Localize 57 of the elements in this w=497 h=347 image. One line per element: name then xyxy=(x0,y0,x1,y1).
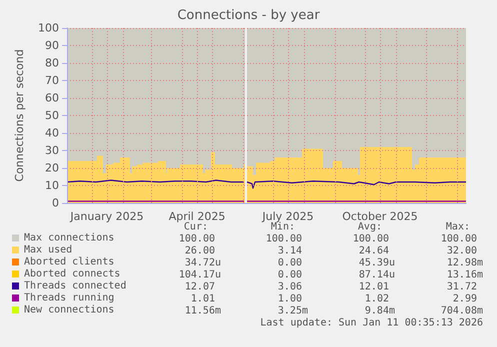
y-tick-label: 90 xyxy=(45,39,59,52)
text: 704.08m xyxy=(440,306,483,316)
text: 0.00 xyxy=(278,270,302,280)
text: Avg: xyxy=(358,222,382,232)
legend-label: Threads connected xyxy=(24,280,126,292)
text: 1.02 xyxy=(364,294,389,304)
text: 31.72 xyxy=(446,282,477,292)
y-tick-label: 30 xyxy=(45,144,59,157)
text: 12.98m xyxy=(446,258,483,268)
legend-label: Max connections xyxy=(24,232,114,244)
y-tick-label: 0 xyxy=(52,196,59,210)
legend-label: Max used xyxy=(24,244,72,256)
legend-label: Aborted connects xyxy=(24,268,120,280)
text: 87.14u xyxy=(358,270,395,280)
y-tick-label: 70 xyxy=(45,74,59,87)
x-tick-label: July 2025 xyxy=(261,210,314,223)
y-tick-label: 50 xyxy=(45,109,59,122)
text: 12.07 xyxy=(184,282,215,292)
text: 100.00 xyxy=(266,234,302,244)
text: Max: xyxy=(446,222,470,232)
text: 12.01 xyxy=(358,282,389,292)
y-tick-label: 40 xyxy=(45,126,59,140)
text: 3.06 xyxy=(278,282,302,292)
text: 1.00 xyxy=(278,294,302,304)
y-tick-label: 80 xyxy=(45,56,59,70)
x-tick-label: October 2025 xyxy=(342,210,418,223)
text: 3.25m xyxy=(278,306,308,316)
x-tick-label: April 2025 xyxy=(168,210,226,223)
text: 2.99 xyxy=(452,294,477,304)
text: 100.00 xyxy=(178,234,215,244)
text: 104.17u xyxy=(178,270,221,280)
text: 3.14 xyxy=(278,246,302,256)
legend-label: Threads running xyxy=(24,292,114,304)
x-tick-label: January 2025 xyxy=(69,210,144,223)
text: 9.84m xyxy=(364,306,395,316)
y-tick-label: 60 xyxy=(45,92,59,104)
text: 24.64 xyxy=(358,246,389,256)
text: 11.56m xyxy=(184,306,221,316)
text: 32.00 xyxy=(446,246,477,256)
text: Last update: Sun Jan 11 00:35:13 2026 xyxy=(260,318,483,328)
text: 45.39u xyxy=(358,258,395,268)
text: Cur: xyxy=(184,222,208,232)
text: 100.00 xyxy=(440,234,477,244)
text: 26.00 xyxy=(184,246,215,256)
legend-label: New connections xyxy=(24,304,114,316)
text: 1.01 xyxy=(190,294,215,304)
y-tick-label: 20 xyxy=(45,162,59,174)
y-tick-label: 100 xyxy=(38,22,59,34)
text: Min: xyxy=(270,222,295,232)
text: 0.00 xyxy=(278,258,302,268)
y-tick-label: 10 xyxy=(45,179,59,192)
text: 100.00 xyxy=(352,234,389,244)
legend-label: Aborted clients xyxy=(24,256,114,268)
text: 13.16m xyxy=(446,270,483,280)
y-axis-title: Connections per second xyxy=(13,49,26,182)
chart-title: Connections - by year xyxy=(177,8,320,23)
text: 34.72u xyxy=(184,258,221,268)
